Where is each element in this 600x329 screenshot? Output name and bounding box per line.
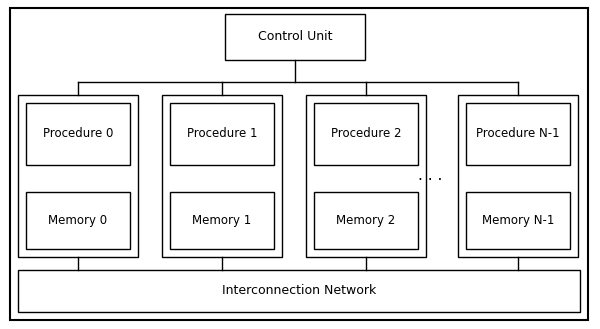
Bar bbox=[26, 192, 130, 249]
Bar bbox=[314, 103, 418, 164]
Bar bbox=[18, 270, 580, 312]
Text: Procedure 1: Procedure 1 bbox=[187, 127, 257, 140]
Text: Procedure 0: Procedure 0 bbox=[43, 127, 113, 140]
Text: Interconnection Network: Interconnection Network bbox=[222, 285, 376, 297]
Text: Memory 2: Memory 2 bbox=[337, 214, 395, 227]
Bar bbox=[466, 192, 570, 249]
Text: Control Unit: Control Unit bbox=[258, 31, 332, 43]
Text: Memory 1: Memory 1 bbox=[193, 214, 251, 227]
Text: Procedure 2: Procedure 2 bbox=[331, 127, 401, 140]
Text: Memory N-1: Memory N-1 bbox=[482, 214, 554, 227]
Bar bbox=[170, 103, 274, 164]
Bar bbox=[466, 103, 570, 164]
Text: . . .: . . . bbox=[418, 168, 442, 184]
Bar bbox=[458, 95, 578, 257]
Bar bbox=[26, 103, 130, 164]
Bar bbox=[225, 14, 365, 60]
Bar bbox=[162, 95, 282, 257]
Bar bbox=[314, 192, 418, 249]
Bar bbox=[170, 192, 274, 249]
Text: Procedure N-1: Procedure N-1 bbox=[476, 127, 560, 140]
Bar bbox=[306, 95, 426, 257]
Text: Memory 0: Memory 0 bbox=[49, 214, 107, 227]
Bar bbox=[18, 95, 138, 257]
